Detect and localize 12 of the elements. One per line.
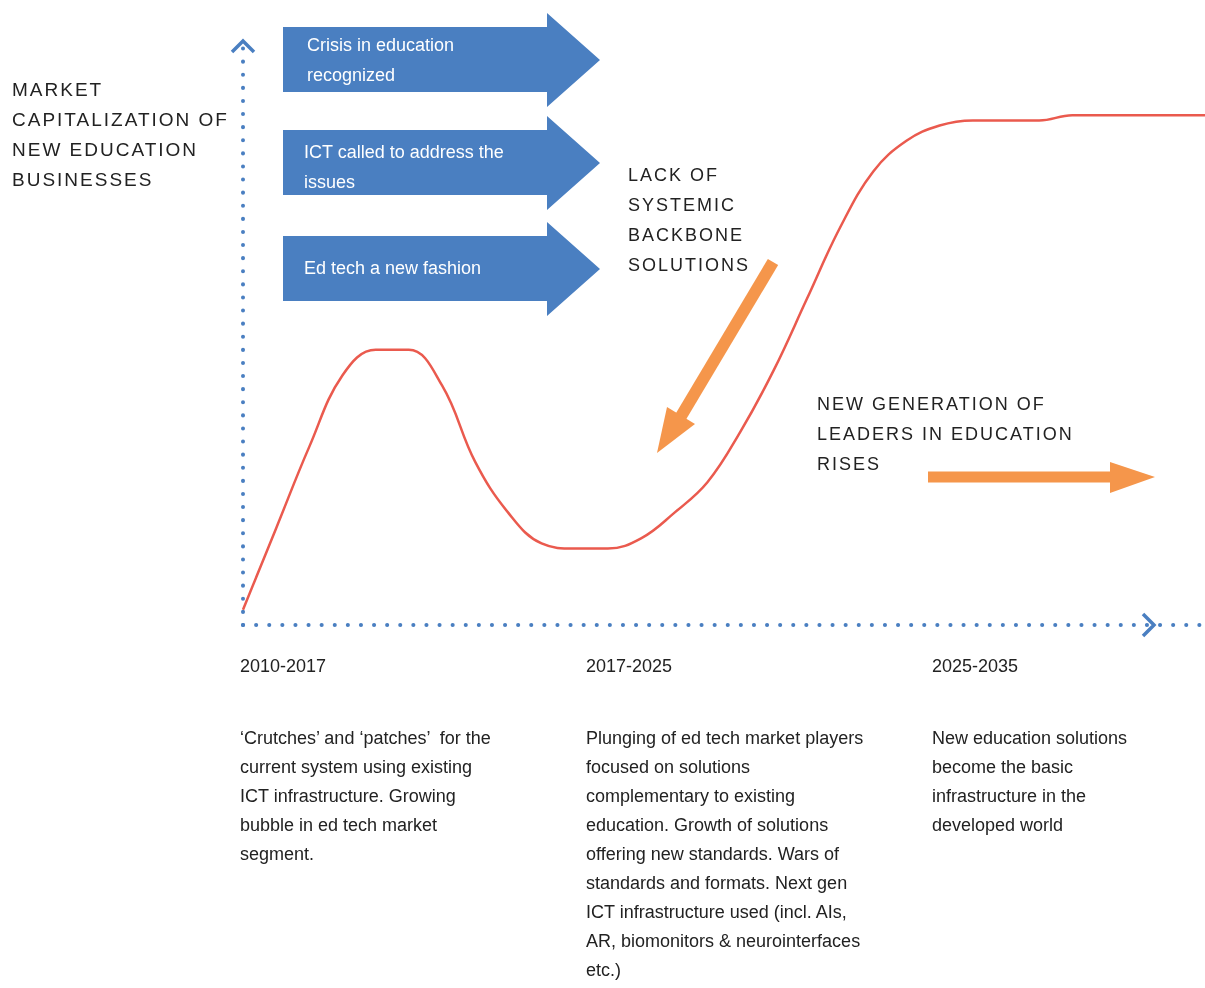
text: Crisis in education recognized [307, 34, 456, 87]
annotation: Ed tech a new fashion [304, 257, 483, 280]
text: ‘Crutches’ and ‘patches’ for the current system using existing ICT infrastructure. Growing bubble in ed tech market segment. [240, 727, 492, 866]
annotation: LACK OF SYSTEMIC BACKBONE SOLUTIONS [628, 164, 752, 277]
text: 2010-2017 [240, 655, 328, 678]
text: Plunging of ed tech market players focused on solutions complementary to existing education. Growth of solutions offering new standards. Wars of standards and formats. Next gen ICT infrastructure used (incl. AIs, AR, biomonitors & neurointerfaces etc.) [586, 728, 864, 980]
annotation: NEW GENERATION OF LEADERS IN EDUCATION RISES [817, 393, 1075, 476]
y-axis-title: MARKET CAPITALIZATION OF NEW EDUCATION BUSINESSES [12, 78, 230, 192]
text: 2017-2025 [586, 655, 674, 678]
annotation: ICT called to address the issues [304, 141, 505, 194]
text: 2025-2035 [932, 655, 1020, 678]
text: New education solutions become the basic infrastructure in the developed world [932, 727, 1129, 837]
